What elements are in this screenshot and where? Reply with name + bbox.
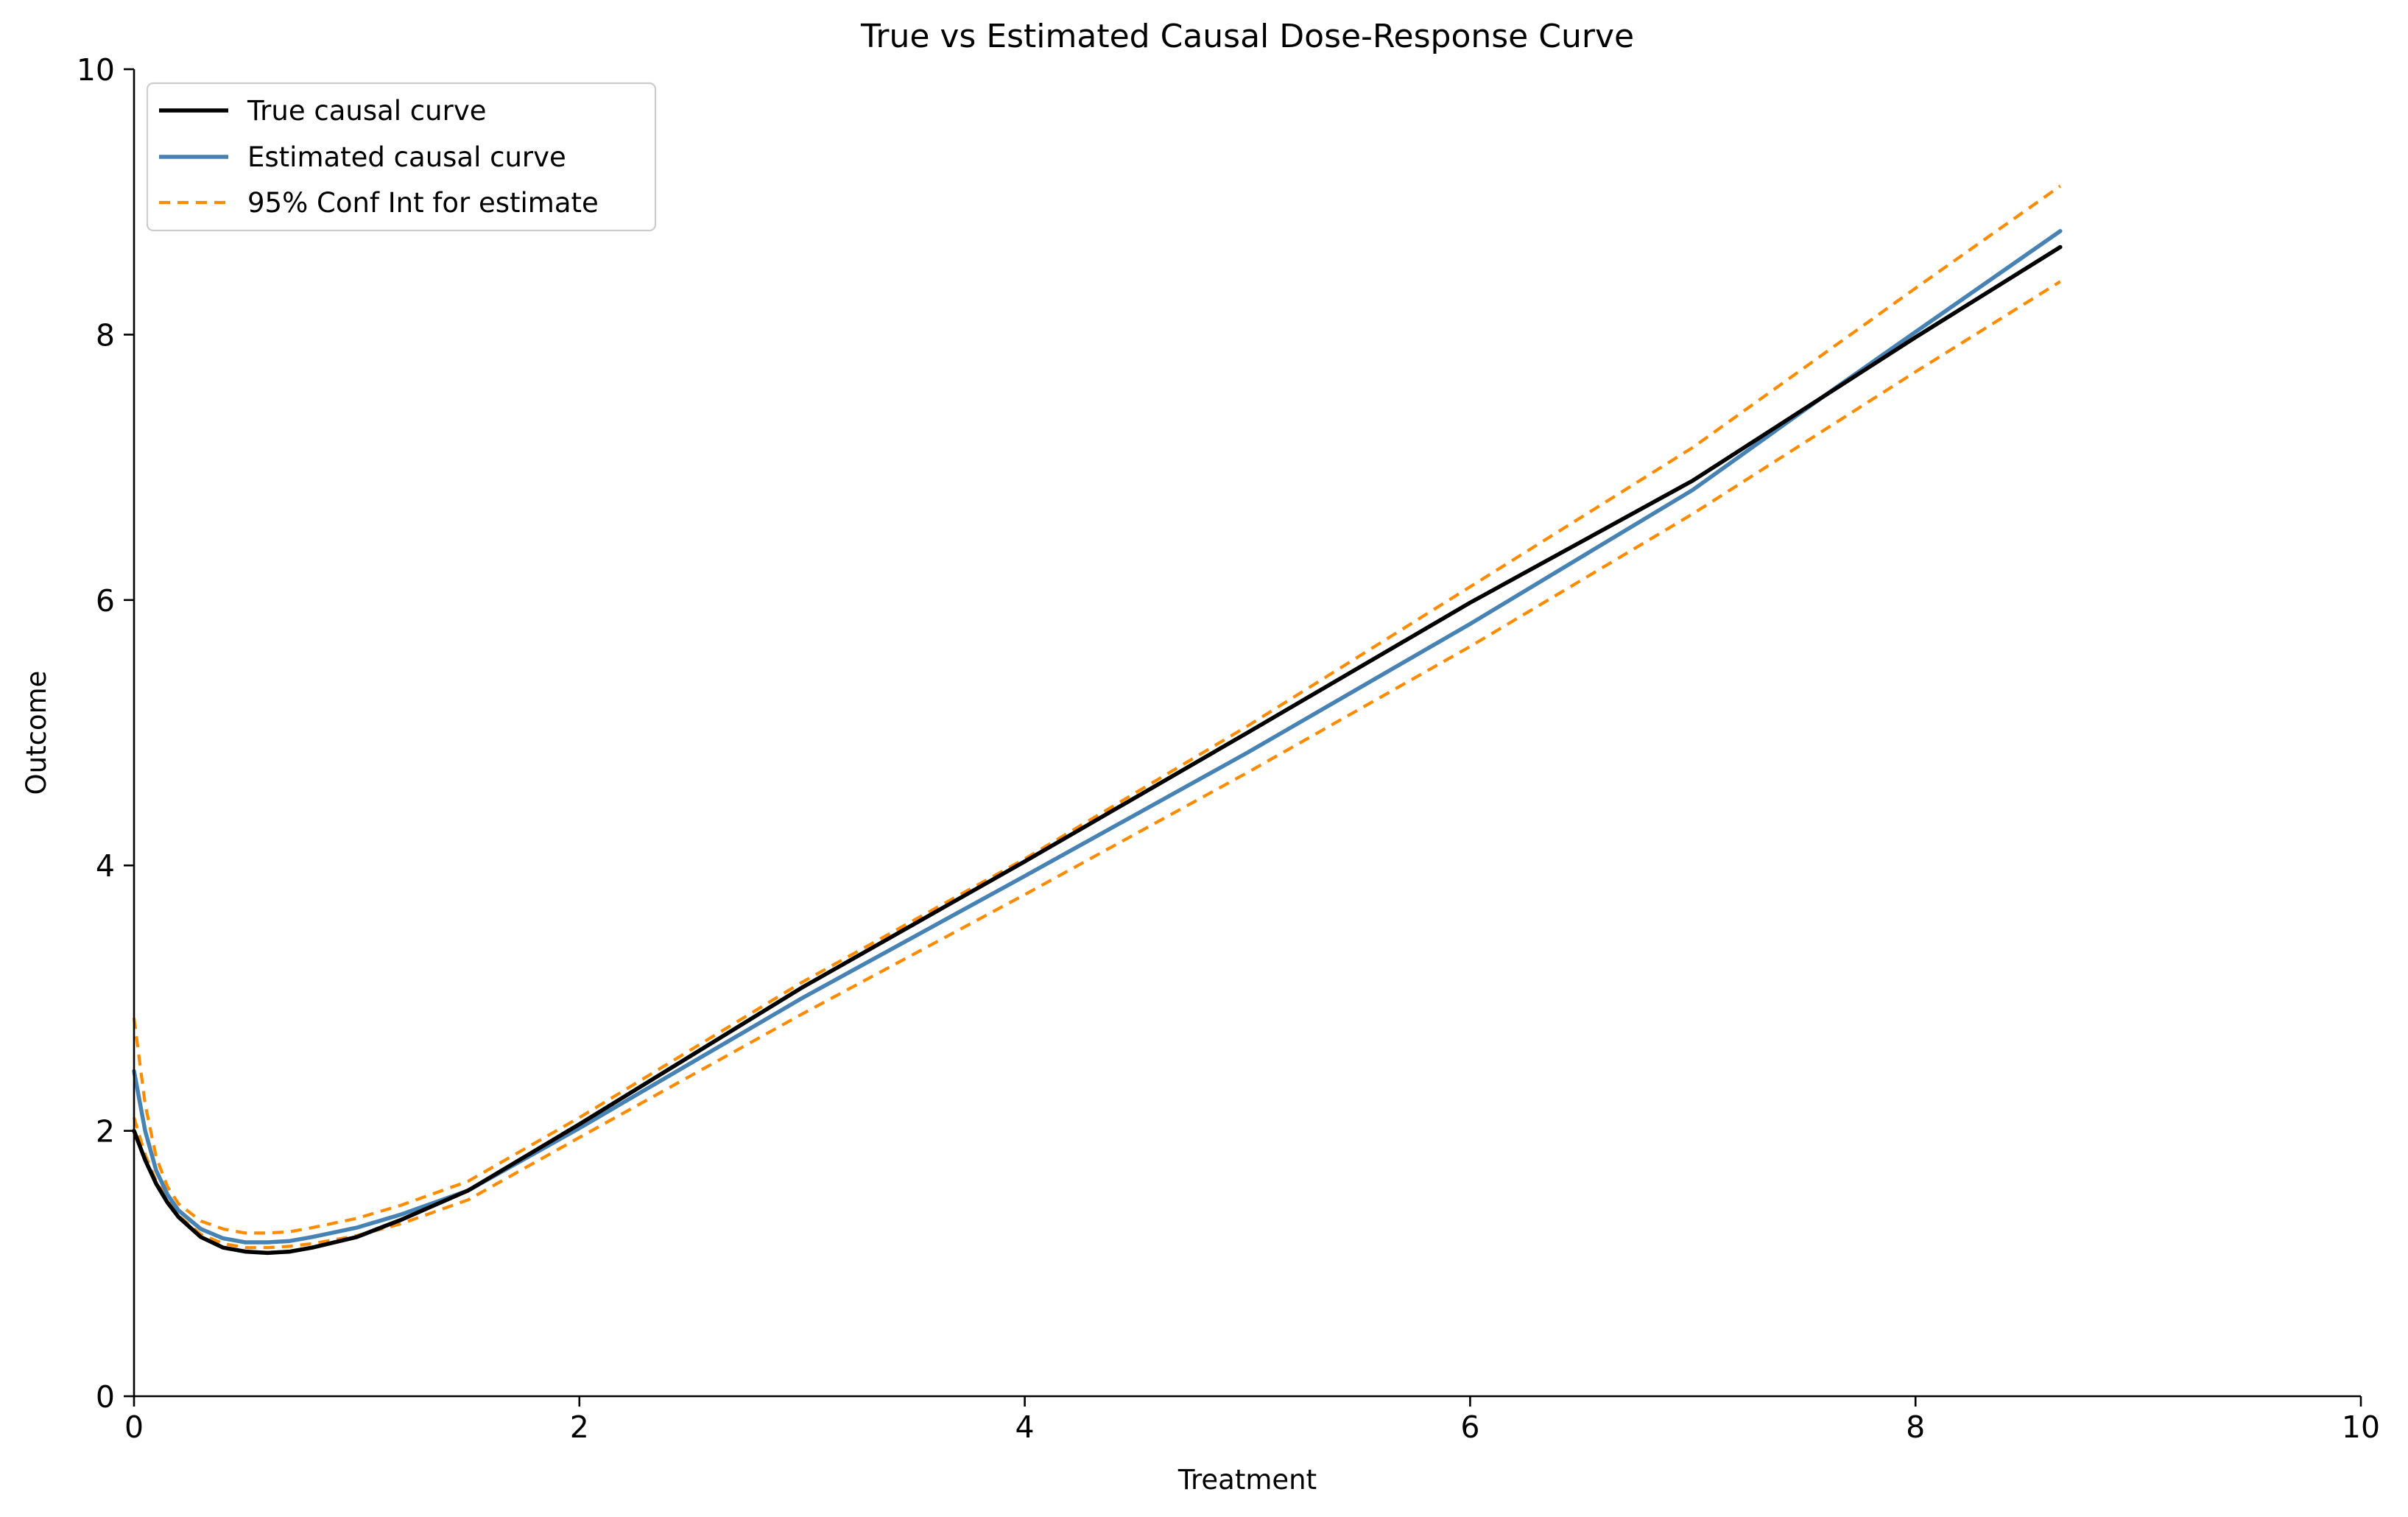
- y-tick-label: 2: [96, 1114, 115, 1150]
- legend: True causal curve Estimated causal curve…: [146, 82, 657, 232]
- x-tick-label: 0: [124, 1409, 144, 1445]
- legend-label-estimated-curve: Estimated causal curve: [247, 141, 566, 173]
- x-tick-label: 10: [2342, 1409, 2380, 1445]
- axis-ticks: 0 2 4 6 8 10 0 2 4 6 8 10: [77, 52, 2380, 1445]
- series-line-3: [132, 280, 2061, 1250]
- series-line-1: [132, 229, 2063, 1245]
- y-tick-label: 4: [96, 848, 115, 884]
- x-tick-label: 8: [1906, 1409, 1925, 1445]
- x-axis-label: Treatment: [1177, 1464, 1317, 1496]
- x-tick-label: 6: [1460, 1409, 1479, 1445]
- chart-title: True vs Estimated Causal Dose-Response C…: [860, 18, 1634, 55]
- legend-label-true-curve: True causal curve: [247, 95, 486, 127]
- series-line-2: [132, 184, 2062, 1235]
- y-tick-label: 6: [96, 583, 115, 619]
- y-tick-label: 8: [96, 317, 115, 353]
- y-axis-label: Outcome: [21, 671, 52, 795]
- legend-label-confidence-interval: 95% Conf Int for estimate: [247, 187, 599, 219]
- legend-frame: [146, 82, 657, 232]
- x-tick-label: 2: [570, 1409, 589, 1445]
- series-line-0: [132, 244, 2063, 1256]
- x-tick-label: 4: [1015, 1409, 1035, 1445]
- y-tick-label: 0: [96, 1379, 115, 1415]
- series-lines: [132, 184, 2063, 1256]
- y-tick-label: 10: [77, 52, 115, 88]
